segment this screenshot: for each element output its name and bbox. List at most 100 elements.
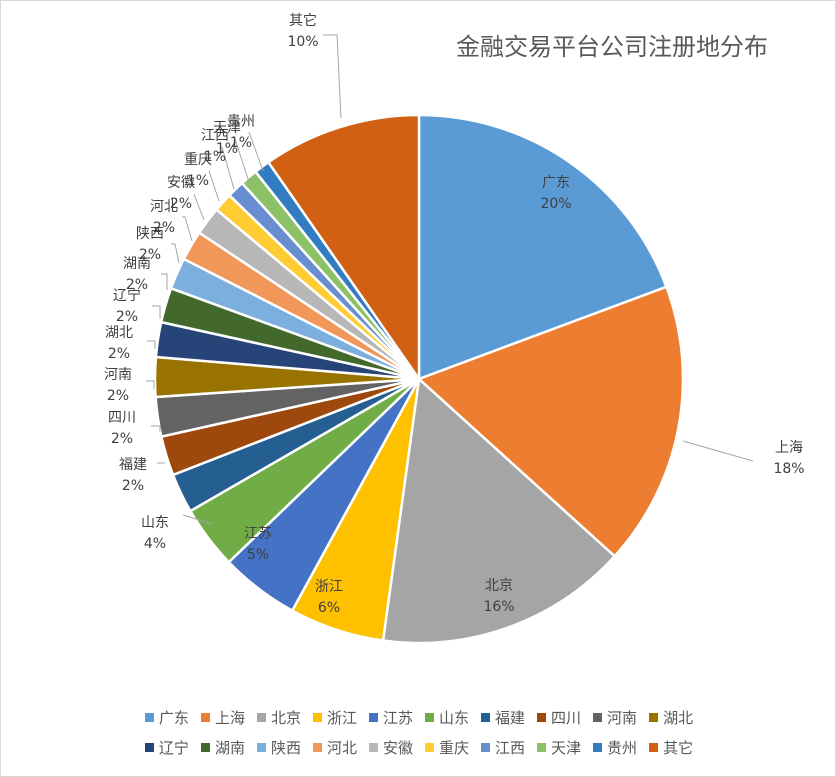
slice-name-label: 福建: [119, 457, 147, 473]
slice-pct-label: 5%: [247, 547, 269, 563]
slice-name-label: 浙江: [315, 579, 343, 595]
legend-swatch: [593, 713, 603, 722]
legend-label: 重庆: [439, 739, 470, 757]
legend-swatch: [425, 743, 434, 752]
legend-label: 江苏: [382, 709, 413, 727]
slice-pct-label: 2%: [107, 388, 129, 404]
legend-label: 其它: [663, 739, 694, 757]
slice-pct-label: 1%: [230, 135, 252, 151]
legend: 广东 上海 北京 浙江 江苏 山东 福建 四川 河南 湖北 辽宁 湖南 陕西 河北 安徽 重庆 江西 天津 贵州 其…: [1, 707, 836, 767]
slice-pct-label: 2%: [108, 346, 130, 362]
leader-line: [323, 34, 342, 119]
legend-label: 湖南: [214, 739, 245, 757]
legend-swatch: [593, 743, 603, 752]
legend-item: 山东: [425, 707, 469, 728]
legend-item: 贵州: [593, 737, 637, 758]
slice-name-label: 四川: [108, 410, 136, 426]
slice-name-label: 天津: [213, 120, 241, 136]
legend-item: 四川: [537, 707, 581, 728]
legend-row: 辽宁 湖南 陕西 河北 安徽 重庆 江西 天津 贵州 其它: [1, 737, 836, 758]
legend-swatch: [368, 743, 378, 752]
legend-swatch: [537, 713, 547, 722]
legend-swatch: [368, 713, 378, 722]
legend-label: 广东: [158, 709, 189, 727]
legend-row: 广东 上海 北京 浙江 江苏 山东 福建 四川 河南 湖北: [1, 707, 836, 728]
leader-line: [208, 170, 220, 202]
legend-swatch: [537, 743, 547, 752]
leader-line: [147, 340, 156, 349]
slice-name-label: 陕西: [136, 226, 164, 242]
pie-slice-1: [416, 285, 685, 559]
slice-name-label: 辽宁: [113, 287, 141, 304]
legend-label: 陕西: [270, 739, 301, 757]
legend-label: 河北: [326, 739, 357, 757]
leader-line: [161, 273, 168, 290]
slice-name-label: 广东: [542, 175, 570, 191]
slice-pct-label: 1%: [187, 173, 209, 189]
legend-item: 天津: [537, 737, 581, 758]
legend-swatch: [200, 713, 210, 722]
slice-name-label: 上海: [775, 440, 803, 456]
legend-item: 湖北: [649, 707, 693, 728]
leader-line: [146, 380, 155, 389]
slice-pct-label: 2%: [139, 247, 161, 263]
slice-name-label: 山东: [141, 515, 169, 531]
slice-name-label: 江西: [201, 128, 229, 144]
legend-item: 陕西: [256, 737, 301, 758]
legend-swatch: [256, 713, 266, 722]
legend-swatch: [649, 743, 659, 752]
slice-pct-label: 6%: [318, 600, 340, 616]
leader-line: [171, 243, 180, 264]
pie-slice-2: [381, 376, 617, 645]
legend-swatch: [144, 713, 154, 722]
leader-line: [152, 305, 161, 319]
legend-label: 北京: [270, 709, 301, 727]
legend-item: 北京: [256, 707, 301, 728]
legend-label: 辽宁: [158, 739, 189, 757]
legend-item: 广东: [144, 707, 189, 728]
legend-swatch: [312, 713, 322, 722]
slice-pct-label: 1%: [204, 149, 226, 165]
legend-label: 天津: [551, 739, 582, 757]
legend-swatch: [425, 713, 434, 722]
leader-line: [182, 514, 213, 525]
legend-label: 上海: [214, 709, 245, 727]
legend-item: 江苏: [368, 707, 413, 728]
legend-label: 四川: [551, 709, 582, 727]
leader-line: [193, 193, 205, 221]
slice-pct-label: 2%: [122, 478, 144, 494]
legend-swatch: [144, 743, 154, 752]
slice-pct-label: 20%: [540, 196, 571, 212]
leader-line: [248, 131, 264, 172]
slice-name-label: 重庆: [184, 152, 212, 168]
legend-swatch: [256, 743, 266, 752]
slice-name-label: 河南: [104, 367, 132, 383]
slice-name-label: 河北: [150, 199, 178, 215]
legend-item: 辽宁: [144, 737, 189, 758]
legend-label: 安徽: [382, 739, 413, 757]
slice-pct-label: 16%: [483, 599, 514, 615]
slice-pct-label: 2%: [116, 309, 138, 325]
legend-label: 河南: [607, 709, 638, 727]
legend-label: 山东: [439, 709, 470, 727]
legend-label: 浙江: [326, 709, 357, 727]
slice-name-label: 湖北: [105, 325, 133, 341]
chart-title: 金融交易平台公司注册地分布: [456, 33, 768, 61]
legend-swatch: [481, 743, 491, 752]
leader-line: [221, 146, 235, 190]
legend-item: 河南: [593, 707, 637, 728]
legend-label: 福建: [495, 709, 526, 727]
slice-name-label: 江苏: [244, 526, 272, 542]
slice-pct-label: 2%: [126, 277, 148, 293]
legend-item: 江西: [481, 737, 525, 758]
legend-item: 浙江: [312, 707, 357, 728]
legend-item: 福建: [481, 707, 525, 728]
slice-name-label: 贵州: [227, 114, 255, 130]
slice-name-label: 北京: [485, 578, 513, 594]
slice-pct-label: 18%: [773, 461, 804, 477]
legend-item: 安徽: [368, 737, 413, 758]
slice-pct-label: 1%: [216, 141, 238, 157]
legend-item: 河北: [312, 737, 357, 758]
slice-pct-label: 2%: [111, 431, 133, 447]
leader-line: [182, 216, 193, 242]
